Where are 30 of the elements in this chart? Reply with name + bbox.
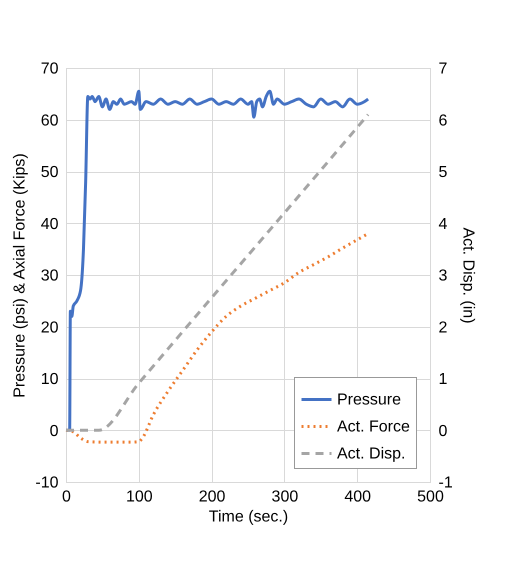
y-tick-label: 60 (40, 112, 59, 130)
y-tick-label: -10 (35, 474, 59, 492)
legend-label: Act. Force (337, 418, 410, 436)
y2-tick-label: 6 (438, 112, 448, 130)
x-tick-label: 300 (272, 488, 298, 506)
x-tick-label: 200 (198, 488, 226, 506)
y2-tick-label: -1 (438, 474, 453, 492)
y2-tick-label: 7 (438, 60, 448, 78)
x-tick-label: 500 (417, 488, 444, 506)
x-tick-label: 0 (62, 488, 72, 506)
y-tick-label: 20 (40, 319, 59, 336)
y2-tick-label: 3 (438, 268, 448, 284)
x-axis-title: Time (sec.) (208, 508, 288, 526)
x-tick-label: 400 (344, 488, 372, 506)
y-tick-label: 70 (40, 60, 59, 78)
y2-tick-label: 5 (438, 164, 448, 181)
y2-tick-label: 0 (438, 422, 448, 440)
y2-tick-label: 4 (438, 216, 448, 233)
y2-tick-label: 1 (438, 371, 448, 388)
y-tick-label: 50 (40, 164, 59, 181)
x-tick-label: 100 (126, 488, 153, 506)
y-axis-title: Pressure (psi) & Axial Force (Kips) (11, 153, 28, 398)
legend-label: Pressure (337, 392, 402, 408)
y-tick-label: 0 (50, 422, 59, 440)
y2-axis-title: Act. Disp. (in) (460, 227, 477, 324)
y-tick-label: 40 (40, 216, 59, 233)
y-tick-label: 30 (40, 268, 59, 284)
y-tick-label: 10 (40, 371, 59, 388)
y2-tick-label: 2 (438, 319, 448, 336)
legend-label: Act. Disp. (337, 446, 406, 462)
